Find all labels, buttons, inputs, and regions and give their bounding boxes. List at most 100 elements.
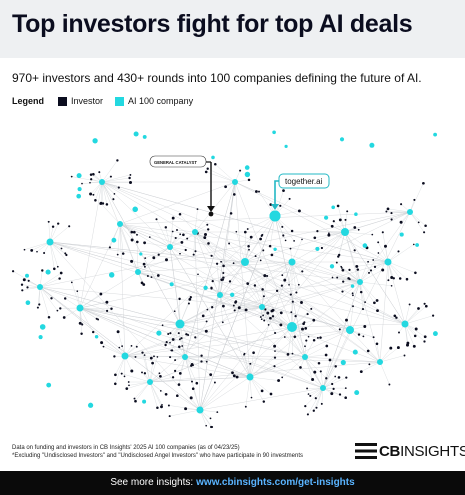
investor-node [191,380,193,383]
investor-node [377,241,380,244]
investor-node [314,397,317,400]
network-edge [305,387,324,407]
investor-node [423,231,426,234]
investor-node [341,290,344,293]
network-edge [179,211,411,325]
network-edge [121,373,151,383]
investor-node [141,371,143,374]
investor-node [263,274,267,278]
network-edge [404,323,415,347]
network-edge [379,261,389,363]
investor-node [399,220,403,224]
investor-node [254,255,257,258]
investor-node [11,270,15,273]
network-edge [239,306,263,308]
investor-node [121,345,123,347]
network-edge [179,261,389,325]
investor-node [345,376,348,379]
network-edge [219,294,293,328]
investor-node [301,270,304,273]
company-node [142,134,147,139]
network-edge [119,223,351,331]
investor-node [368,363,371,366]
investor-node [390,276,394,279]
investor-node [127,381,130,383]
investor-node [171,216,175,220]
investor-node [300,301,303,304]
network-edge [342,270,361,283]
company-hub-node [377,359,383,365]
network-edge [274,215,306,358]
network-edge [169,246,251,378]
investor-node [366,349,370,353]
investor-node [158,372,161,375]
investor-node [346,210,349,213]
investor-node [261,288,264,291]
investor-node [57,222,60,225]
investor-node [353,226,357,229]
investor-node [311,378,315,381]
network-edge [304,340,315,358]
investor-node [398,277,402,280]
network-edge [39,272,62,288]
investor-node [286,353,290,356]
investor-node [142,262,146,266]
network-edge [376,343,381,363]
investor-node [146,275,149,277]
investor-node [249,362,252,365]
footer-link[interactable]: www.cbinsights.com/get-insights [196,477,355,488]
network-edge [128,381,151,386]
company-hub-node [357,279,363,285]
investor-node [312,338,316,342]
investor-node [334,365,337,368]
investor-node [205,320,208,323]
investor-node [253,284,257,287]
investor-node [246,228,249,230]
investor-node [254,190,258,193]
network-edge [230,181,236,214]
legend-label-company: AI 100 company [128,96,194,106]
network-edge [21,284,41,288]
network-edge [119,223,361,283]
network-edge [101,181,406,325]
network-edge [404,323,426,337]
investor-node [168,415,171,418]
investor-node [295,291,298,294]
network-edge [261,281,361,308]
network-edge [359,269,383,283]
investor-node [239,169,242,172]
company-hub-node [167,244,173,250]
investor-node [22,278,26,282]
investor-node [330,224,334,228]
company-node [354,212,358,216]
investor-node [143,241,147,245]
network-edge [391,211,411,214]
investor-node [301,238,303,241]
investor-node [385,210,388,213]
investor-node [185,333,188,336]
investor-node [179,233,182,236]
investor-node [271,315,275,318]
investor-node [288,197,291,200]
investor-node [280,284,283,287]
investor-node [345,318,348,322]
investor-node [129,173,132,176]
investor-node [246,282,250,285]
investor-node [76,290,79,293]
investor-node [373,265,377,269]
investor-node [196,208,199,210]
company-hub-node [192,229,198,235]
investor-node [233,193,236,196]
network-edge [271,254,293,263]
investor-node [206,308,209,311]
network-edge [49,226,70,243]
network-edge [199,231,346,411]
company-node [340,359,346,366]
investor-node [268,244,272,248]
company-node [108,272,115,278]
network-edge [215,164,236,183]
investor-node [330,392,334,396]
network-edge [101,181,114,200]
investor-node [133,397,136,400]
investor-node [210,254,213,257]
